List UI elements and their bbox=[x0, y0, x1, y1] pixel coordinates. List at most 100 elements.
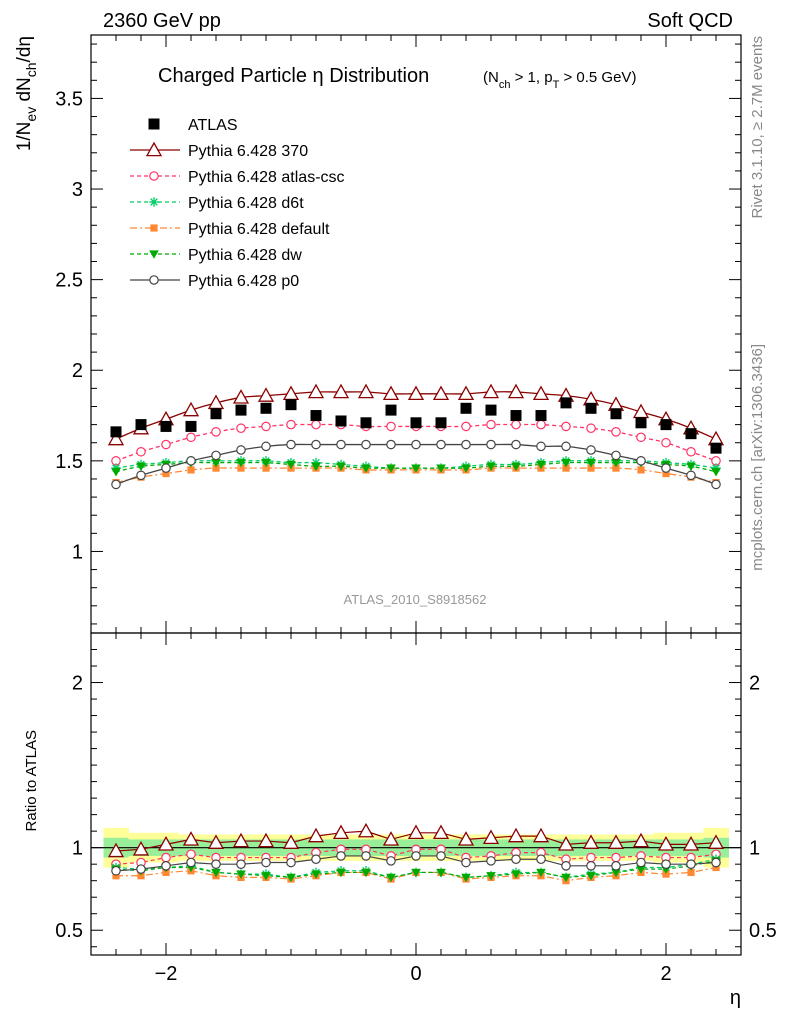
series-5-point bbox=[411, 439, 421, 450]
ratio-frame bbox=[90, 632, 742, 956]
series-5-ratio-point bbox=[636, 857, 646, 868]
series-0-ratio-point bbox=[632, 832, 650, 848]
header-left: 2360 GeV pp bbox=[103, 10, 221, 32]
series-4-point bbox=[261, 459, 271, 468]
legend-entry-series-5: Pythia 6.428 p0 bbox=[130, 273, 299, 290]
analysis-label: ATLAS_2010_S8918562 bbox=[344, 592, 487, 607]
subtitle-part: (N bbox=[483, 69, 499, 86]
series-4-ratio-point bbox=[486, 872, 496, 881]
main-y-tick-label: 2 bbox=[72, 360, 83, 382]
series-4-point bbox=[711, 468, 721, 477]
series-4-point bbox=[436, 464, 446, 473]
series-0-ratio-point bbox=[132, 840, 150, 856]
series-4-ratio-point bbox=[386, 873, 396, 883]
series-4-ratio-point bbox=[236, 870, 246, 879]
series-0-point bbox=[632, 403, 650, 419]
series-0-ratio-point bbox=[407, 824, 425, 840]
series-1-point bbox=[386, 421, 396, 432]
series-5-ratio-point bbox=[511, 854, 521, 865]
legend-label-data: ATLAS bbox=[188, 117, 238, 134]
ratio-y-tick-label: 0.5 bbox=[55, 920, 83, 942]
series-3-ratio-point bbox=[162, 868, 170, 877]
series-0-ratio-point bbox=[332, 824, 350, 840]
series-5-point bbox=[436, 439, 446, 450]
series-0-point bbox=[382, 385, 400, 401]
series-5-ratio-point bbox=[586, 861, 596, 871]
series-1-ratio-point bbox=[161, 852, 171, 863]
ratio-y-tick-label: 1 bbox=[72, 838, 83, 860]
data-point bbox=[410, 417, 422, 429]
series-0-point bbox=[107, 430, 125, 446]
series-5-ratio-point bbox=[361, 851, 371, 861]
series-5-point bbox=[661, 463, 671, 473]
series-1-point bbox=[561, 421, 571, 432]
series-4-point bbox=[361, 464, 371, 473]
legend-label-series-0: Pythia 6.428 370 bbox=[188, 143, 308, 160]
data-point bbox=[235, 404, 247, 416]
series-5-ratio-point bbox=[486, 856, 496, 866]
series-4-ratio-point bbox=[461, 873, 471, 883]
series-5-ratio-point bbox=[111, 865, 121, 876]
header-right: Soft QCD bbox=[647, 10, 733, 32]
legend-entry-series-2: Pythia 6.428 d6t bbox=[130, 195, 304, 212]
series-0-ratio-point bbox=[107, 842, 125, 858]
series-5-ratio-point bbox=[336, 851, 346, 861]
series-3-point bbox=[612, 464, 620, 472]
legend-marker bbox=[149, 250, 159, 259]
data-point bbox=[510, 410, 522, 422]
series-1-point bbox=[636, 432, 646, 443]
series-4-ratio-point bbox=[511, 870, 521, 879]
main-y-tick-label: 3 bbox=[72, 179, 83, 201]
series-0-point bbox=[357, 383, 375, 399]
ratio-y-tick-label-right: 0.5 bbox=[749, 920, 777, 942]
subtitle-part: ch bbox=[499, 79, 511, 91]
ratio-y-tick-label-right: 1 bbox=[749, 838, 760, 860]
legend-label-series-1: Pythia 6.428 atlas-csc bbox=[188, 169, 345, 186]
series-1-point bbox=[186, 432, 196, 443]
series-0-point bbox=[307, 383, 325, 399]
data-point bbox=[610, 408, 622, 420]
series-5-point bbox=[486, 439, 496, 450]
series-1-point bbox=[536, 419, 546, 430]
main-y-tick-label: 3.5 bbox=[55, 88, 83, 110]
series-0-point bbox=[182, 401, 200, 417]
legend-entry-series-4: Pythia 6.428 dw bbox=[130, 247, 302, 264]
series-4-point bbox=[536, 460, 546, 470]
series-4-point bbox=[411, 464, 421, 473]
x-tick-label: 0 bbox=[410, 963, 421, 985]
series-1-point bbox=[211, 427, 221, 437]
series-0-ratio-point bbox=[257, 832, 275, 848]
legend-marker bbox=[149, 171, 159, 181]
main-y-tick-label: 2.5 bbox=[55, 270, 83, 292]
x-tick-label: −2 bbox=[155, 963, 178, 985]
series-5-ratio-point bbox=[561, 861, 571, 871]
series-5-point bbox=[136, 470, 146, 481]
series-5-point bbox=[711, 479, 721, 490]
series-4-point bbox=[461, 464, 471, 473]
series-3-ratio-point bbox=[712, 863, 720, 872]
series-0-point bbox=[257, 387, 275, 402]
series-4-point bbox=[511, 462, 521, 472]
legend-label-series-4: Pythia 6.428 dw bbox=[188, 247, 302, 264]
series-0-ratio-point bbox=[482, 829, 500, 845]
series-5-point bbox=[636, 456, 646, 466]
series-5-ratio-point bbox=[461, 857, 471, 868]
subtitle-part: > 0.5 GeV) bbox=[559, 69, 636, 86]
data-point bbox=[535, 410, 547, 422]
series-0-point bbox=[232, 389, 250, 404]
data-point bbox=[110, 426, 122, 438]
series-0-ratio-point bbox=[707, 834, 725, 849]
data-point bbox=[160, 420, 172, 432]
series-0-point bbox=[332, 383, 350, 399]
series-0-point bbox=[482, 383, 500, 399]
series-0-ratio-point bbox=[557, 836, 575, 851]
data-point bbox=[260, 402, 272, 414]
y-axis-title-part: dN bbox=[14, 77, 35, 107]
series-1-ratio-point bbox=[186, 849, 196, 860]
series-5-point bbox=[161, 463, 171, 473]
data-point bbox=[135, 419, 147, 431]
chart-subtitle: (Nch > 1, pT > 0.5 GeV) bbox=[483, 69, 636, 91]
series-0-ratio-point bbox=[282, 834, 300, 849]
series-1-ratio-point bbox=[586, 852, 596, 863]
